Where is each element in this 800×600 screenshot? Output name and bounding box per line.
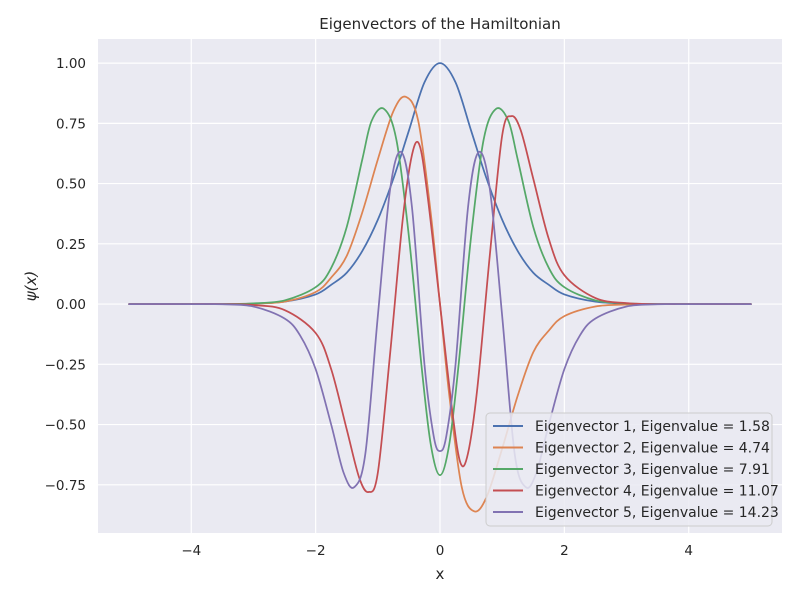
chart-title: Eigenvectors of the Hamiltonian: [319, 15, 561, 33]
x-axis-title: x: [436, 565, 445, 583]
x-tick-label: 4: [684, 543, 693, 559]
legend-label-1: Eigenvector 1, Eigenvalue = 1.58: [535, 419, 770, 435]
y-axis-title: ψ(x): [22, 271, 40, 301]
x-tick-label: 2: [560, 543, 569, 559]
y-tick-label: 0.50: [56, 177, 86, 193]
x-tick-labels: −4 −2 0 2 4: [181, 543, 693, 559]
x-tick-label: 0: [436, 543, 445, 559]
y-tick-label: 0.25: [56, 237, 86, 253]
legend-label-3: Eigenvector 3, Eigenvalue = 7.91: [535, 462, 770, 478]
y-tick-labels: 1.00 0.75 0.50 0.25 0.00 −0.25 −0.50 −0.75: [45, 56, 86, 494]
x-tick-label: −2: [306, 543, 326, 559]
y-tick-label: −0.25: [45, 357, 86, 373]
y-tick-label: −0.50: [45, 418, 86, 434]
legend-label-4: Eigenvector 4, Eigenvalue = 11.07: [535, 484, 779, 500]
y-tick-label: 0.00: [56, 297, 86, 313]
legend-label-2: Eigenvector 2, Eigenvalue = 4.74: [535, 441, 770, 457]
legend-box: [485, 412, 773, 527]
series-line-3: [128, 107, 752, 477]
legend-label-5: Eigenvector 5, Eigenvalue = 14.23: [535, 505, 779, 521]
y-tick-label: −0.75: [45, 478, 86, 494]
y-tick-label: 0.75: [56, 116, 86, 132]
x-tick-label: −4: [181, 543, 201, 559]
legend: Eigenvector 1, Eigenvalue = 1.58 Eigenvec…: [485, 412, 779, 527]
series-lines: [128, 62, 752, 513]
series-line-4: [128, 115, 752, 493]
y-tick-label: 1.00: [56, 56, 86, 72]
series-line-5: [128, 150, 752, 489]
